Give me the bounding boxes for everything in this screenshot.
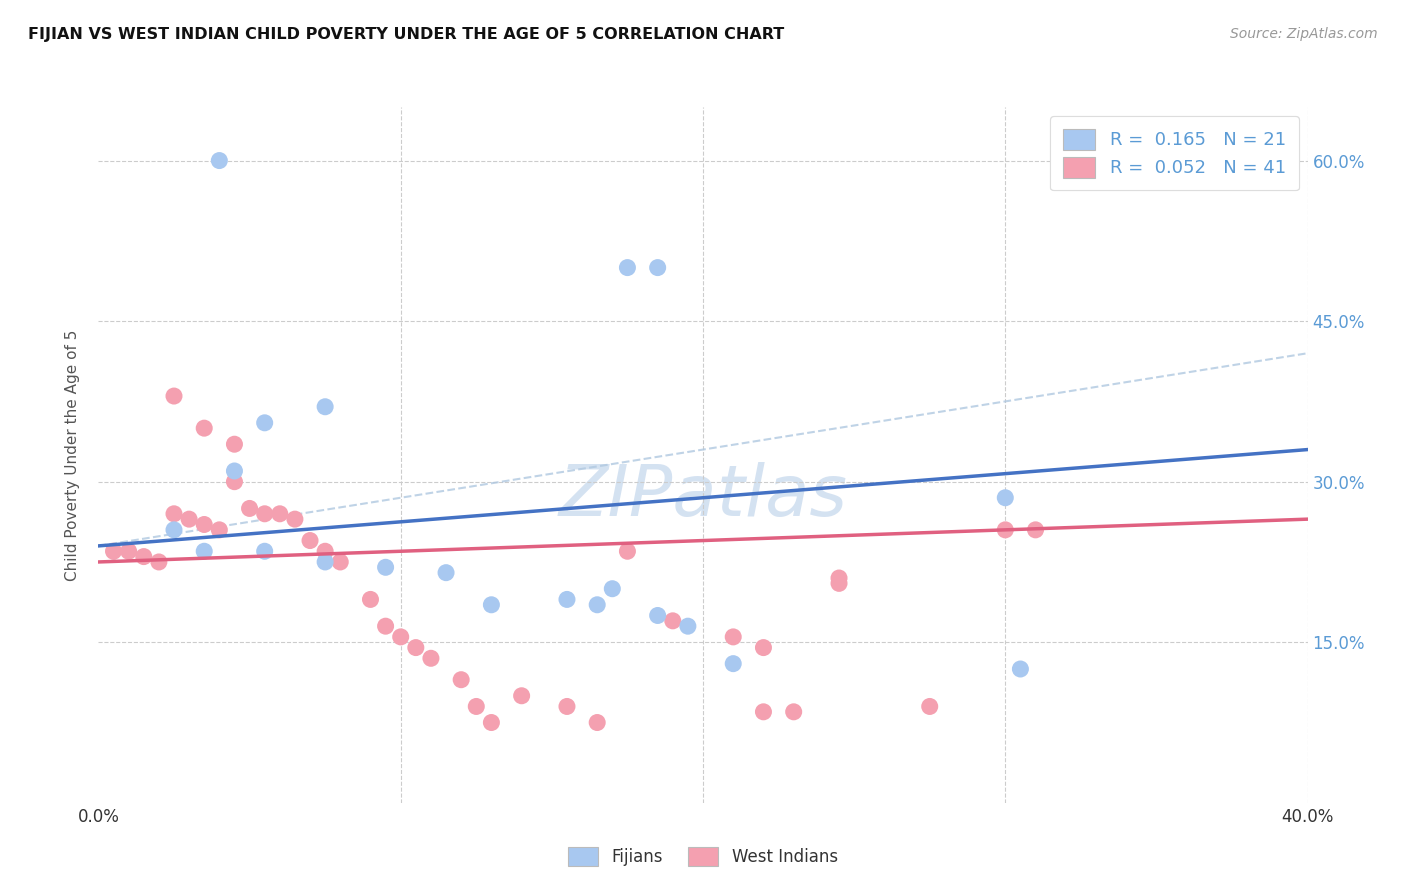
Text: FIJIAN VS WEST INDIAN CHILD POVERTY UNDER THE AGE OF 5 CORRELATION CHART: FIJIAN VS WEST INDIAN CHILD POVERTY UNDE… — [28, 27, 785, 42]
Point — [239, 501, 262, 516]
Legend: Fijians, West Indians: Fijians, West Indians — [560, 838, 846, 875]
Point — [253, 507, 276, 521]
Point — [918, 699, 941, 714]
Point — [586, 598, 609, 612]
Point — [314, 400, 336, 414]
Point — [163, 507, 186, 521]
Point — [374, 560, 396, 574]
Point — [828, 571, 851, 585]
Point — [783, 705, 806, 719]
Point — [374, 619, 396, 633]
Point — [1010, 662, 1032, 676]
Point — [616, 544, 638, 558]
Point — [148, 555, 170, 569]
Point — [389, 630, 412, 644]
Point — [647, 608, 669, 623]
Point — [193, 517, 215, 532]
Point — [752, 640, 775, 655]
Point — [647, 260, 669, 275]
Point — [450, 673, 472, 687]
Point — [224, 475, 246, 489]
Point — [163, 389, 186, 403]
Point — [224, 464, 246, 478]
Point — [269, 507, 291, 521]
Point — [118, 544, 141, 558]
Point — [224, 437, 246, 451]
Point — [132, 549, 155, 564]
Point — [253, 544, 276, 558]
Point — [193, 544, 215, 558]
Point — [662, 614, 685, 628]
Point — [405, 640, 427, 655]
Point — [586, 715, 609, 730]
Point — [481, 715, 503, 730]
Point — [465, 699, 488, 714]
Point — [994, 491, 1017, 505]
Point — [329, 555, 352, 569]
Point — [360, 592, 382, 607]
Point — [284, 512, 307, 526]
Point — [510, 689, 533, 703]
Point — [723, 657, 745, 671]
Point — [314, 544, 336, 558]
Point — [314, 555, 336, 569]
Point — [752, 705, 775, 719]
Point — [253, 416, 276, 430]
Y-axis label: Child Poverty Under the Age of 5: Child Poverty Under the Age of 5 — [65, 329, 80, 581]
Point — [103, 544, 125, 558]
Legend: R =  0.165   N = 21, R =  0.052   N = 41: R = 0.165 N = 21, R = 0.052 N = 41 — [1050, 116, 1299, 190]
Point — [676, 619, 699, 633]
Text: ZIP​atlas: ZIP​atlas — [558, 462, 848, 531]
Point — [208, 523, 231, 537]
Point — [434, 566, 457, 580]
Point — [420, 651, 443, 665]
Point — [723, 630, 745, 644]
Point — [616, 260, 638, 275]
Point — [994, 523, 1017, 537]
Point — [481, 598, 503, 612]
Point — [555, 699, 578, 714]
Point — [602, 582, 624, 596]
Point — [1024, 523, 1046, 537]
Point — [555, 592, 578, 607]
Point — [179, 512, 201, 526]
Text: Source: ZipAtlas.com: Source: ZipAtlas.com — [1230, 27, 1378, 41]
Point — [163, 523, 186, 537]
Point — [193, 421, 215, 435]
Point — [208, 153, 231, 168]
Point — [299, 533, 322, 548]
Point — [828, 576, 851, 591]
